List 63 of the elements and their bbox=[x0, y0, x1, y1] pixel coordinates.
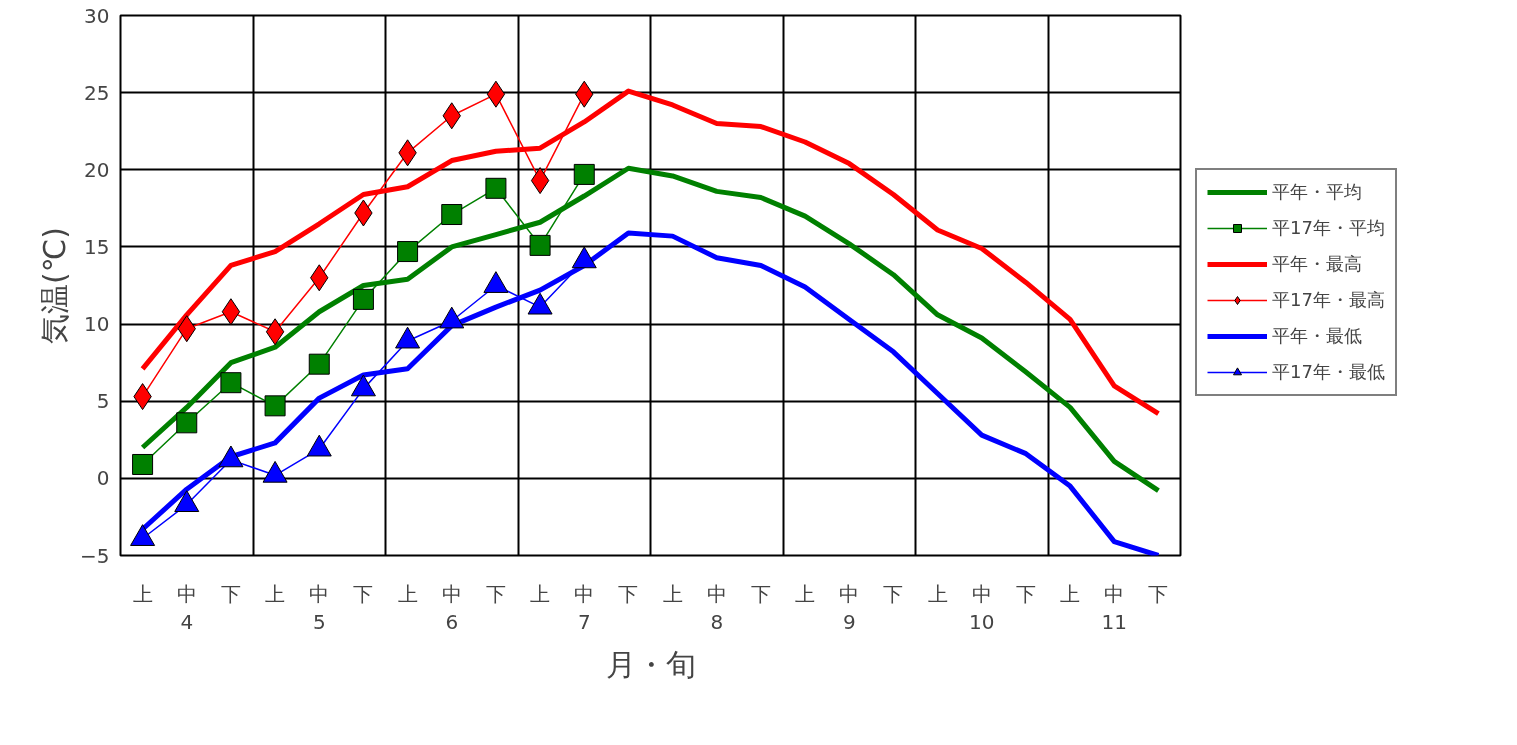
legend-label: 平17年・最高 bbox=[1272, 288, 1385, 312]
legend-label: 平17年・平均 bbox=[1272, 216, 1385, 240]
y-tick-label: 30 bbox=[84, 3, 110, 28]
y-tick-label: 0 bbox=[96, 466, 110, 491]
point bbox=[529, 234, 551, 256]
x-tick-label: 上 bbox=[662, 581, 683, 606]
x-tick-label: 中 bbox=[706, 581, 727, 606]
point bbox=[397, 241, 419, 263]
y-tick-label: 20 bbox=[84, 157, 110, 182]
x-tick-label: 下 bbox=[750, 581, 771, 606]
y-tick-label: 10 bbox=[84, 312, 110, 337]
x-tick-label: 下 bbox=[485, 581, 506, 606]
text: 9 bbox=[842, 609, 856, 634]
x-tick-label: 上 bbox=[530, 581, 551, 606]
x-axis-title: 月・旬 bbox=[605, 646, 696, 682]
y-tick-label: 15 bbox=[84, 234, 110, 259]
x-tick-label: 上 bbox=[397, 581, 418, 606]
x-tick-label: 中 bbox=[839, 581, 860, 606]
point bbox=[221, 298, 241, 326]
point bbox=[176, 412, 198, 434]
x-tick-label: 中 bbox=[971, 581, 992, 606]
y-tick-label: 25 bbox=[84, 80, 110, 105]
x-tick-label: 下 bbox=[1148, 581, 1169, 606]
point bbox=[573, 163, 595, 185]
x-tick-label: 下 bbox=[883, 581, 904, 606]
x-tick-label: 下 bbox=[220, 581, 241, 606]
x-tick-label: 中 bbox=[441, 581, 462, 606]
x-tick-label: 中 bbox=[309, 581, 330, 606]
text: 11 bbox=[1101, 609, 1127, 634]
point bbox=[352, 288, 374, 310]
point bbox=[220, 372, 242, 394]
text: 8 bbox=[710, 609, 724, 634]
x-tick-label: 上 bbox=[1060, 581, 1081, 606]
legend-label: 平年・平均 bbox=[1272, 180, 1362, 204]
y-axis-title: 気温(℃) bbox=[37, 226, 73, 345]
x-tick-label: 上 bbox=[265, 581, 286, 606]
x-tick-label: 下 bbox=[1015, 581, 1036, 606]
legend-label: 平17年・最低 bbox=[1272, 360, 1385, 384]
y-tick-label: −5 bbox=[80, 543, 110, 568]
text: 10 bbox=[969, 609, 995, 634]
x-tick-label: 中 bbox=[1104, 581, 1125, 606]
x-tick-label: 下 bbox=[618, 581, 639, 606]
text: 7 bbox=[577, 609, 591, 634]
x-tick-label: 中 bbox=[176, 581, 197, 606]
x-tick-label: 上 bbox=[132, 581, 153, 606]
y-tick-label: 5 bbox=[96, 389, 110, 414]
text: 6 bbox=[445, 609, 459, 634]
point bbox=[265, 318, 285, 346]
text: 4 bbox=[180, 609, 194, 634]
point bbox=[530, 167, 550, 195]
legend-label: 平年・最高 bbox=[1272, 252, 1362, 276]
point bbox=[308, 353, 330, 375]
point bbox=[441, 204, 463, 226]
x-tick-label: 下 bbox=[353, 581, 374, 606]
point bbox=[132, 453, 154, 475]
x-tick-label: 上 bbox=[927, 581, 948, 606]
x-tick-label: 上 bbox=[795, 581, 816, 606]
x-tick-label: 中 bbox=[574, 581, 595, 606]
text: 5 bbox=[312, 609, 326, 634]
legend-label: 平年・最低 bbox=[1272, 324, 1362, 348]
point bbox=[486, 80, 506, 108]
point bbox=[264, 395, 286, 417]
point bbox=[485, 177, 507, 199]
